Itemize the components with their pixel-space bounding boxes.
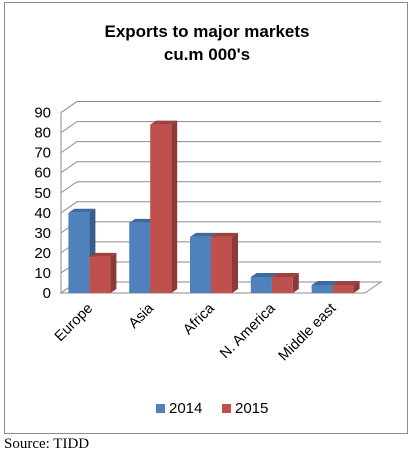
gridline-90 (60, 101, 381, 113)
legend: 2014 2015 (156, 400, 268, 417)
y-tick-label-60: 60 (34, 165, 51, 182)
x-tick-label-asia: Asia (126, 300, 158, 332)
chart-title-line-2: cu.m 000's (164, 45, 250, 64)
y-axis-ticks: 0 10 20 30 40 50 60 70 80 90 (34, 105, 51, 302)
x-tick-label-africa: Africa (180, 300, 218, 338)
y-tick-label-80: 80 (34, 125, 51, 142)
x-tick-label-n-america: N. America (217, 300, 279, 362)
y-tick-label-20: 20 (34, 245, 51, 262)
legend-swatch-2015 (222, 404, 231, 413)
source-note: Source: TIDD (4, 436, 90, 452)
chart-title-line-1: Exports to major markets (104, 22, 309, 41)
gridline-40 (60, 201, 381, 214)
chart-frame: Exports to major markets cu.m 000's 0 10 2… (4, 2, 408, 434)
x-tick-label-europe: Europe (52, 301, 96, 345)
y-tick-label-0: 0 (43, 285, 51, 302)
gridline-30 (60, 221, 381, 234)
bar-africa-2015 (211, 232, 238, 293)
legend-label-2015: 2015 (235, 400, 268, 417)
gridline-50 (60, 181, 381, 194)
legend-swatch-2014 (156, 404, 165, 413)
y-tick-label-40: 40 (34, 205, 51, 222)
bars (68, 120, 360, 293)
gridline-70 (60, 141, 381, 154)
y-tick-label-50: 50 (34, 185, 51, 202)
bar-middle-east-2015 (332, 280, 360, 293)
legend-label-2014: 2014 (169, 400, 202, 417)
y-tick-label-70: 70 (34, 145, 51, 162)
bar-europe-2015 (89, 252, 117, 293)
bar-n-america-2015 (271, 272, 299, 293)
y-tick-label-30: 30 (34, 225, 51, 242)
bar-asia-2015 (150, 120, 178, 293)
x-tick-label-middle-east: Middle east (276, 301, 340, 365)
y-tick-label-90: 90 (34, 105, 51, 122)
gridline-60 (60, 161, 381, 174)
gridline-80 (60, 121, 381, 134)
bar-chart: Exports to major markets cu.m 000's 0 10 2… (34, 22, 383, 417)
y-tick-label-10: 10 (34, 265, 51, 282)
